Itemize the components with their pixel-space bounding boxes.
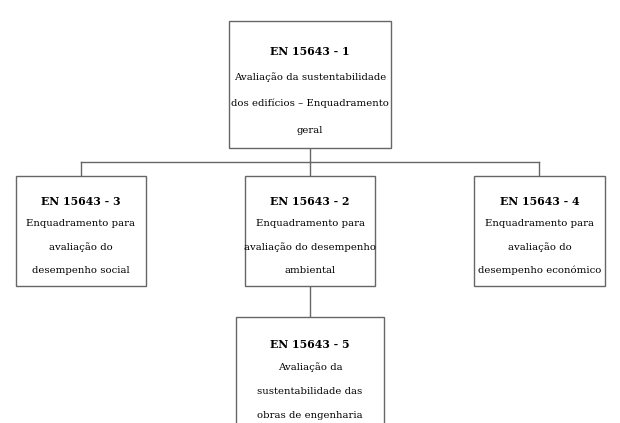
Text: sustentabilidade das: sustentabilidade das — [257, 387, 363, 396]
Text: desempenho económico: desempenho económico — [478, 265, 601, 275]
Text: EN 15643 - 3: EN 15643 - 3 — [41, 196, 120, 207]
Text: Enquadramento para: Enquadramento para — [255, 220, 365, 228]
Text: avaliação do: avaliação do — [508, 242, 571, 252]
Text: avaliação do: avaliação do — [49, 242, 112, 252]
Text: EN 15643 - 2: EN 15643 - 2 — [270, 196, 350, 207]
Text: dos edifícios – Enquadramento: dos edifícios – Enquadramento — [231, 99, 389, 108]
Text: EN 15643 - 1: EN 15643 - 1 — [270, 46, 350, 57]
Text: avaliação do desempenho: avaliação do desempenho — [244, 242, 376, 252]
Text: Avaliação da: Avaliação da — [278, 363, 342, 372]
Text: desempenho social: desempenho social — [32, 266, 130, 275]
FancyBboxPatch shape — [229, 21, 391, 148]
Text: geral: geral — [297, 126, 323, 135]
Text: obras de engenharia: obras de engenharia — [257, 411, 363, 420]
Text: ambiental: ambiental — [285, 266, 335, 275]
FancyBboxPatch shape — [474, 176, 604, 286]
Text: Enquadramento para: Enquadramento para — [485, 220, 594, 228]
FancyBboxPatch shape — [16, 176, 146, 286]
Text: EN 15643 - 4: EN 15643 - 4 — [500, 196, 579, 207]
Text: Avaliação da sustentabilidade: Avaliação da sustentabilidade — [234, 72, 386, 82]
Text: Enquadramento para: Enquadramento para — [26, 220, 135, 228]
Text: EN 15643 - 5: EN 15643 - 5 — [270, 339, 350, 350]
FancyBboxPatch shape — [236, 317, 384, 423]
FancyBboxPatch shape — [245, 176, 375, 286]
